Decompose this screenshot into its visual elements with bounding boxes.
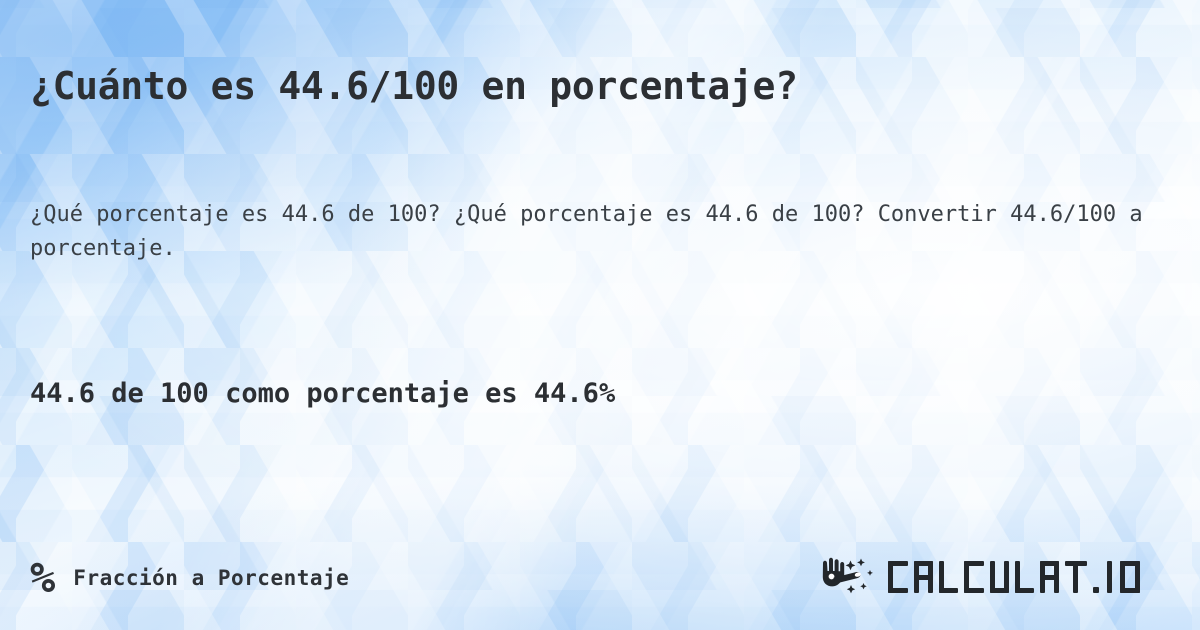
- answer-result: 44.6 de 100 como porcentaje es 44.6%: [30, 378, 616, 409]
- page-title: ¿Cuánto es 44.6/100 en porcentaje?: [30, 64, 798, 109]
- brand-logo[interactable]: [820, 554, 1168, 602]
- percent-icon: %: [30, 553, 56, 602]
- magic-wand-hand-icon: [820, 554, 882, 602]
- card-footer: % Fracción a Porcentaje: [0, 552, 1200, 604]
- footer-category-label: Fracción a Porcentaje: [73, 566, 350, 590]
- page-description: ¿Qué porcentaje es 44.6 de 100? ¿Qué por…: [30, 202, 1143, 261]
- brand-wordmark: [886, 559, 1168, 597]
- footer-category: % Fracción a Porcentaje: [30, 552, 349, 604]
